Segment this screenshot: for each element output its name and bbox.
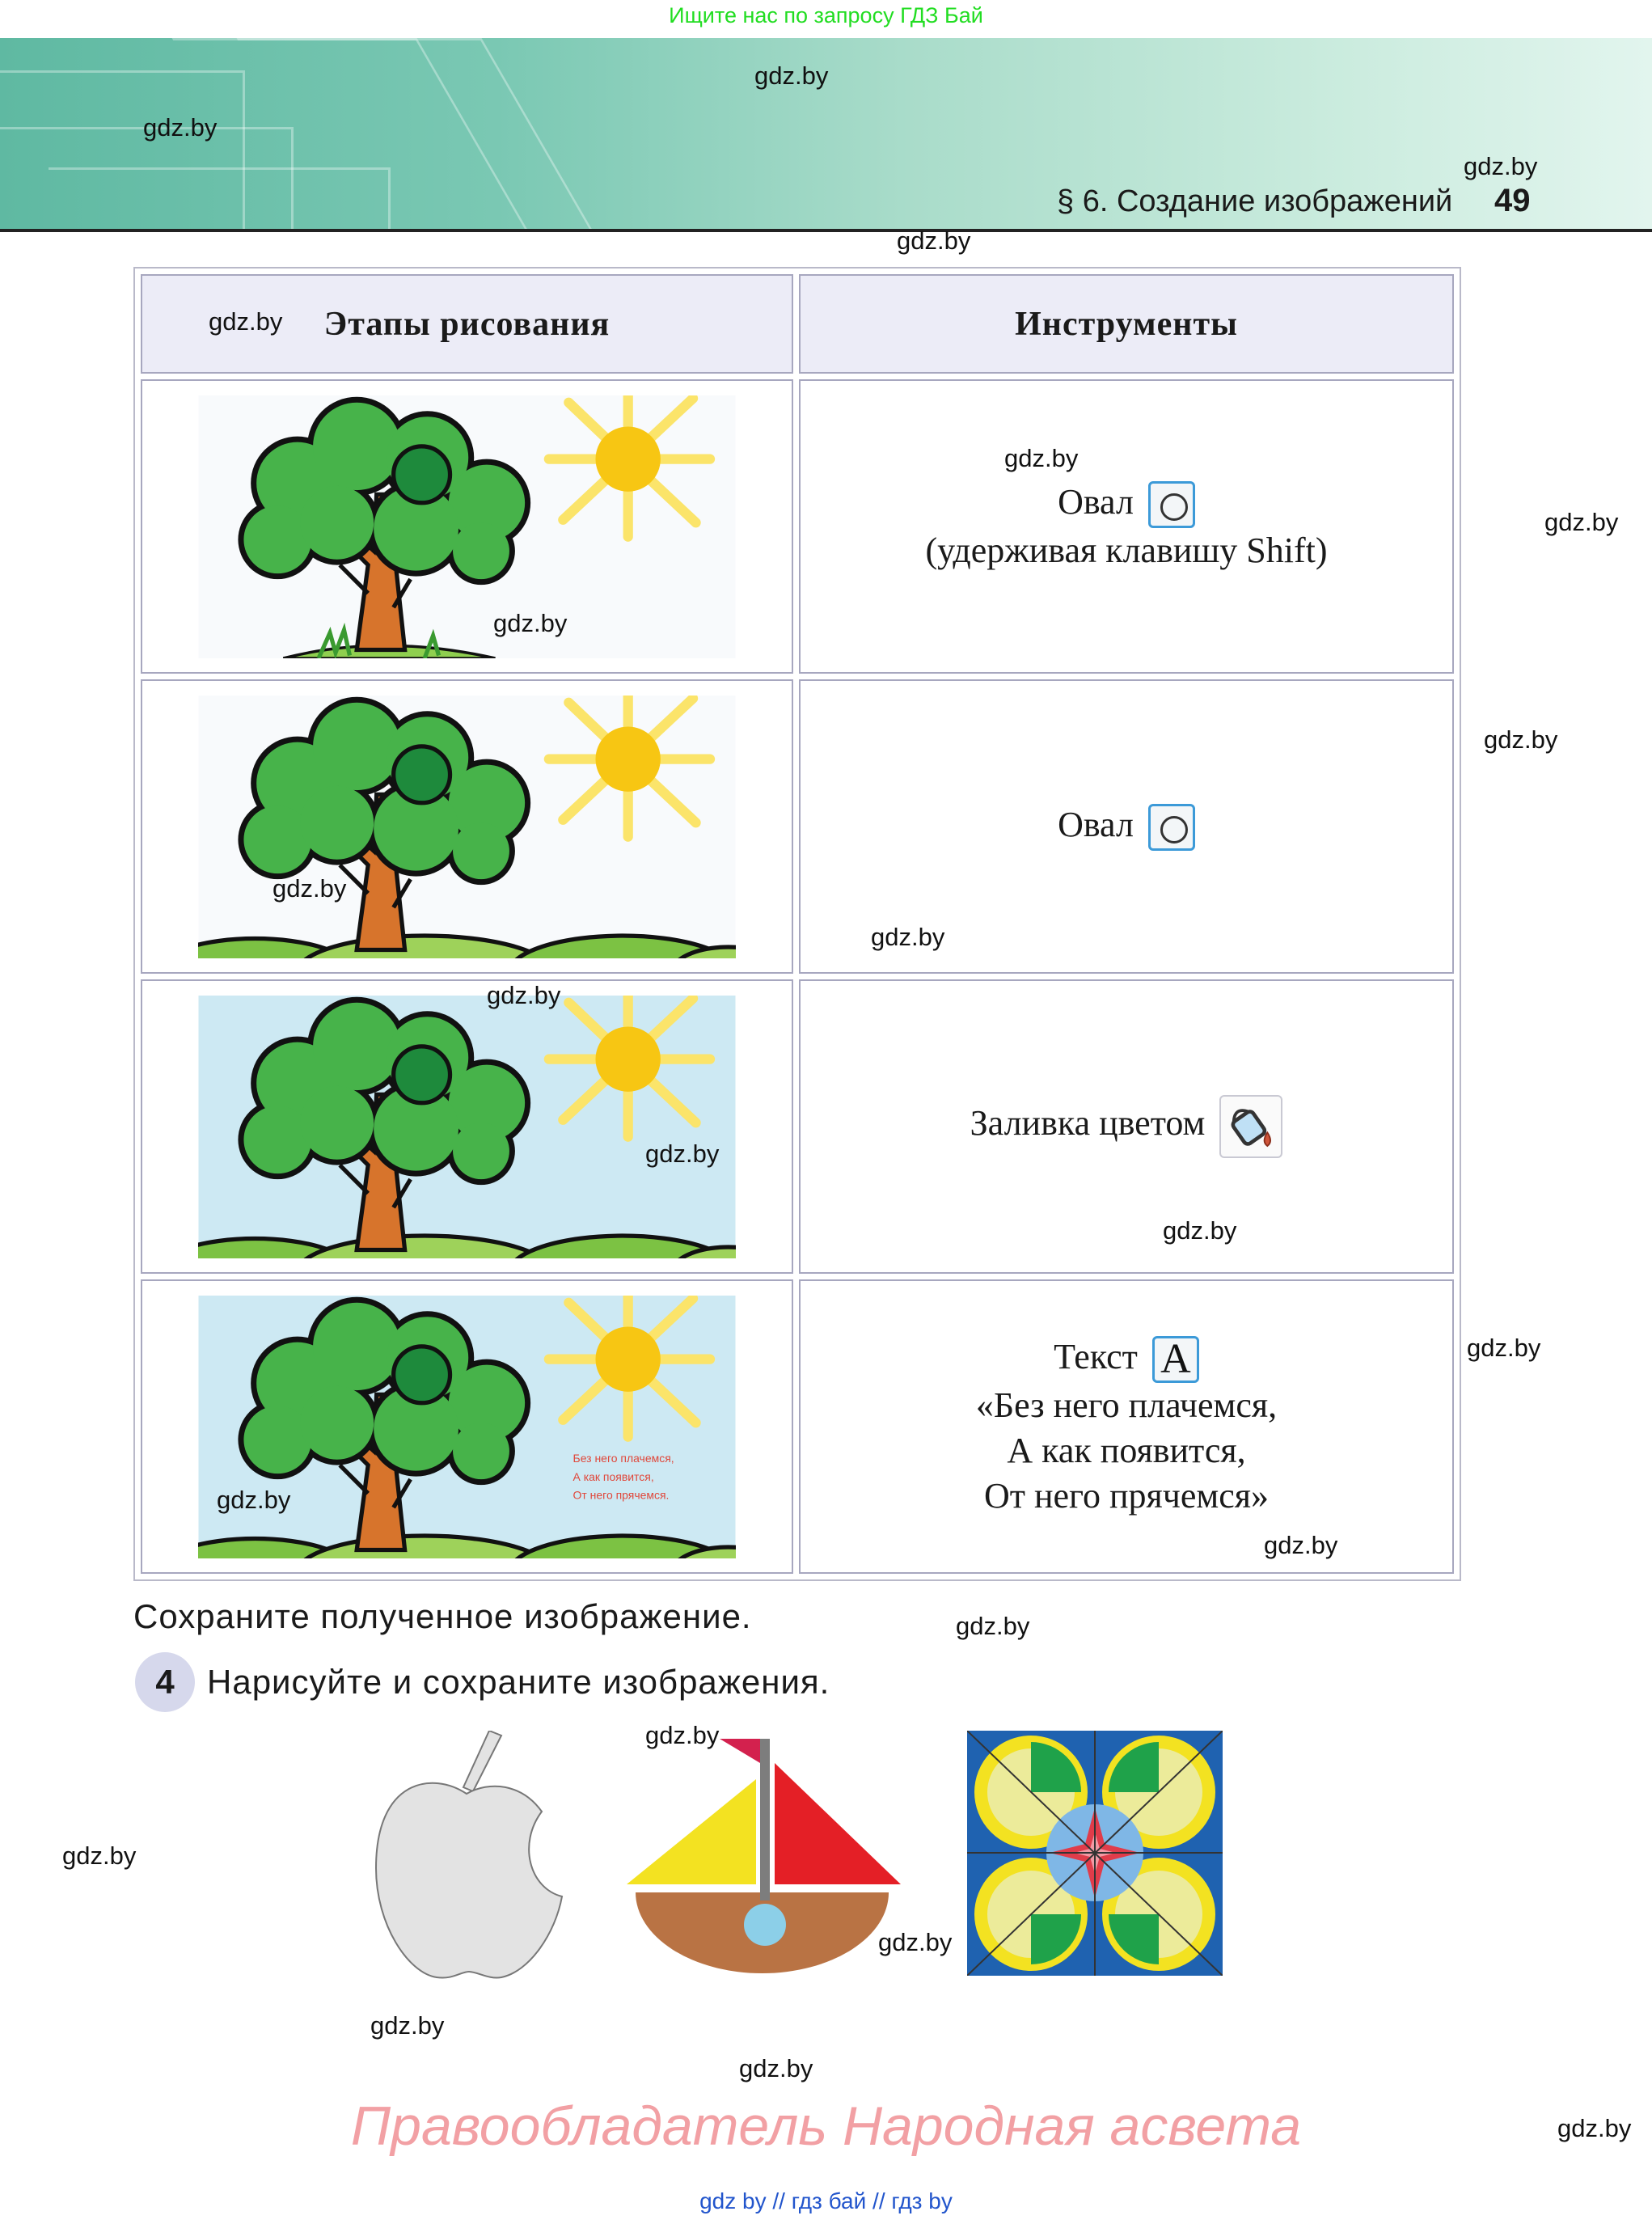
- footer-link[interactable]: гдз by: [891, 2188, 953, 2213]
- task-text: Нарисуйте и сохраните изображения.: [207, 1663, 830, 1701]
- watermark: gdz.by: [62, 1841, 137, 1870]
- watermark: gdz.by: [1004, 444, 1079, 472]
- table-row: Без него плачемся, А как появится, От не…: [141, 1279, 1454, 1574]
- watermark: gdz.by: [1557, 2114, 1632, 2142]
- table-row: Заливка цветом: [141, 979, 1454, 1274]
- watermark: gdz.by: [871, 923, 945, 951]
- stage-2-image: [198, 695, 736, 958]
- watermark: gdz.by: [1467, 1334, 1541, 1362]
- apple-image: [374, 1731, 564, 1979]
- watermark: gdz.by: [645, 1139, 720, 1168]
- watermark: gdz.by: [645, 1721, 720, 1749]
- watermark: gdz.by: [217, 1486, 291, 1514]
- stage-4-image: Без него плачемся, А как появится, От не…: [198, 1295, 736, 1558]
- mosaic-image: [967, 1731, 1223, 1976]
- copyright-notice: Правообладатель Народная асвета: [350, 2095, 1302, 2157]
- footer-links: gdz by // гдз бай // гдз by: [0, 2188, 1652, 2214]
- header-divider: [0, 229, 1652, 232]
- watermark: gdz.by: [739, 2054, 813, 2082]
- drawing-stages-table: Этапы рисования Инструменты Овал (удержи…: [133, 267, 1461, 1581]
- boat-image: [627, 1739, 901, 1973]
- watermark: gdz.by: [897, 226, 971, 255]
- watermark: gdz.by: [1544, 508, 1619, 536]
- watermark: gdz.by: [1484, 725, 1558, 754]
- watermark: gdz.by: [273, 874, 347, 903]
- watermark: gdz.by: [493, 609, 568, 637]
- watermark: gdz.by: [1464, 152, 1538, 180]
- stage-image-cell: [141, 979, 793, 1274]
- column-header-tools: Инструменты: [799, 274, 1454, 374]
- tool-name: Текст: [1054, 1336, 1138, 1376]
- task-number-badge: 4: [135, 1652, 195, 1712]
- tool-name: Овал: [1058, 804, 1134, 844]
- oval-icon: [1147, 804, 1195, 852]
- tool-cell: Овал: [799, 679, 1454, 974]
- table-row: Овал: [141, 679, 1454, 974]
- tool-cell: Текст A «Без него плачемся, А как появитс…: [799, 1279, 1454, 1574]
- tool-name: Овал: [1058, 481, 1134, 522]
- oval-icon: [1147, 481, 1195, 529]
- page-header-banner: [0, 38, 1652, 229]
- poem-line: От него прячемся»: [983, 1476, 1270, 1516]
- stage-image-cell: Без него плачемся, А как появится, От не…: [141, 1279, 793, 1574]
- tool-note: (удерживая клавишу Shift): [925, 531, 1328, 571]
- footer-separator: //: [872, 2188, 885, 2213]
- watermark: gdz.by: [1264, 1531, 1338, 1559]
- table-header-row: Этапы рисования Инструменты: [141, 274, 1454, 374]
- footer-link[interactable]: gdz by: [699, 2188, 767, 2213]
- table-row: Овал (удерживая клавишу Shift): [141, 379, 1454, 674]
- column-header-stages: Этапы рисования: [141, 274, 793, 374]
- save-instruction: Сохраните полученное изображение.: [133, 1597, 752, 1635]
- text-icon: A: [1151, 1336, 1199, 1384]
- poem-line: «Без него плачемся,: [975, 1385, 1278, 1426]
- scene-text-line: От него прячемся.: [573, 1488, 670, 1501]
- poem-line: А как появится,: [1007, 1431, 1246, 1471]
- page-number: 49: [1494, 183, 1531, 218]
- watermark: gdz.by: [143, 113, 218, 142]
- watermark: gdz.by: [487, 981, 561, 1009]
- footer-separator: //: [772, 2188, 785, 2213]
- section-title: § 6. Создание изображений: [1057, 184, 1453, 218]
- search-hint: Ищите нас по запросу ГДЗ Бай: [669, 3, 983, 27]
- watermark: gdz.by: [754, 61, 829, 90]
- watermark: gdz.by: [209, 307, 283, 336]
- tool-name: Заливка цветом: [970, 1103, 1206, 1144]
- watermark: gdz.by: [370, 2011, 445, 2040]
- footer-link[interactable]: гдз бай: [791, 2188, 867, 2213]
- stage-image-cell: [141, 379, 793, 674]
- watermark: gdz.by: [878, 1928, 953, 1956]
- stage-3-image: [198, 995, 736, 1258]
- watermark: gdz.by: [1163, 1216, 1237, 1245]
- scene-text-line: А как появится,: [573, 1469, 654, 1482]
- paint-bucket-icon: [1219, 1095, 1283, 1158]
- watermark: gdz.by: [956, 1612, 1030, 1640]
- tool-cell: Овал (удерживая клавишу Shift): [799, 379, 1454, 674]
- stage-1-image: [198, 395, 736, 658]
- tool-cell: Заливка цветом: [799, 979, 1454, 1274]
- scene-text-line: Без него плачемся,: [573, 1452, 674, 1465]
- stage-image-cell: [141, 679, 793, 974]
